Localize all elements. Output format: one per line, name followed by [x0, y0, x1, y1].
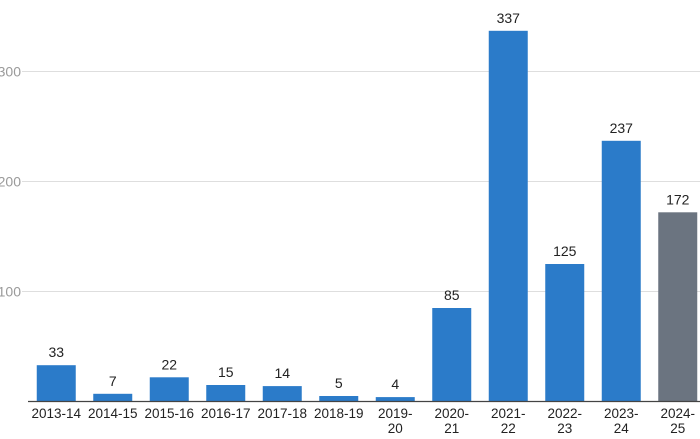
- category-label: 2022-23: [547, 406, 582, 436]
- category-label-line: 2014-15: [88, 406, 138, 421]
- category-label-line: 2017-18: [257, 406, 307, 421]
- category-label-line: 21: [444, 421, 459, 436]
- data-label: 172: [666, 191, 690, 207]
- bar: [545, 264, 585, 402]
- category-label: 2013-14: [31, 406, 81, 421]
- category-label-line: 24: [614, 421, 630, 436]
- x-axis-category-labels: 2013-14 2014-15 2015-16 2016-17 2017-18 2018-…: [31, 406, 695, 436]
- data-label: 15: [218, 364, 234, 380]
- category-label: 2020-21: [434, 406, 469, 436]
- category-label: 2021-22: [491, 406, 526, 436]
- category-label-line: 22: [501, 421, 516, 436]
- category-label-line: 2024-: [660, 406, 695, 421]
- bar: [319, 396, 359, 402]
- data-label: 4: [391, 376, 399, 392]
- y-tick-label: 300: [0, 64, 21, 80]
- category-label-line: 2016-17: [201, 406, 251, 421]
- category-label-line: 2018-19: [314, 406, 364, 421]
- y-tick-label: 100: [0, 284, 21, 300]
- data-label: 337: [497, 10, 521, 26]
- data-label: 7: [109, 373, 117, 389]
- bar: [149, 377, 189, 402]
- data-label: 14: [274, 365, 290, 381]
- bar: [206, 385, 246, 402]
- data-label: 125: [553, 243, 577, 259]
- bar: [262, 386, 302, 402]
- category-label-line: 2023-: [604, 406, 639, 421]
- bars: [36, 30, 698, 402]
- bar: [658, 212, 698, 402]
- bar: [488, 30, 528, 402]
- category-label-line: 2020-: [434, 406, 469, 421]
- category-label: 2023-24: [604, 406, 639, 436]
- y-tick-label: 200: [0, 174, 21, 190]
- data-label: 237: [610, 120, 634, 136]
- bar: [601, 140, 641, 402]
- bar: [93, 393, 133, 402]
- data-label: 22: [161, 356, 177, 372]
- category-label-line: 2022-: [547, 406, 582, 421]
- bar: [36, 365, 76, 402]
- category-label: 2024-25: [660, 406, 695, 436]
- category-label-line: 2019-: [378, 406, 413, 421]
- data-label: 5: [335, 375, 343, 391]
- category-label: 2016-17: [201, 406, 251, 421]
- data-label: 33: [48, 344, 64, 360]
- category-label-line: 23: [557, 421, 572, 436]
- category-label: 2014-15: [88, 406, 138, 421]
- category-label-line: 2013-14: [31, 406, 81, 421]
- category-label: 2019-20: [378, 406, 413, 436]
- category-label-line: 25: [670, 421, 685, 436]
- category-label-line: 2015-16: [144, 406, 194, 421]
- category-label-line: 20: [388, 421, 403, 436]
- category-label: 2018-19: [314, 406, 364, 421]
- bar: [375, 397, 415, 402]
- bar: [432, 308, 472, 402]
- y-axis-ticks: 100 200 300: [0, 64, 21, 300]
- category-label: 2015-16: [144, 406, 194, 421]
- category-label: 2017-18: [257, 406, 307, 421]
- gridlines: [22, 71, 700, 292]
- category-label-line: 2021-: [491, 406, 526, 421]
- data-label: 85: [444, 287, 460, 303]
